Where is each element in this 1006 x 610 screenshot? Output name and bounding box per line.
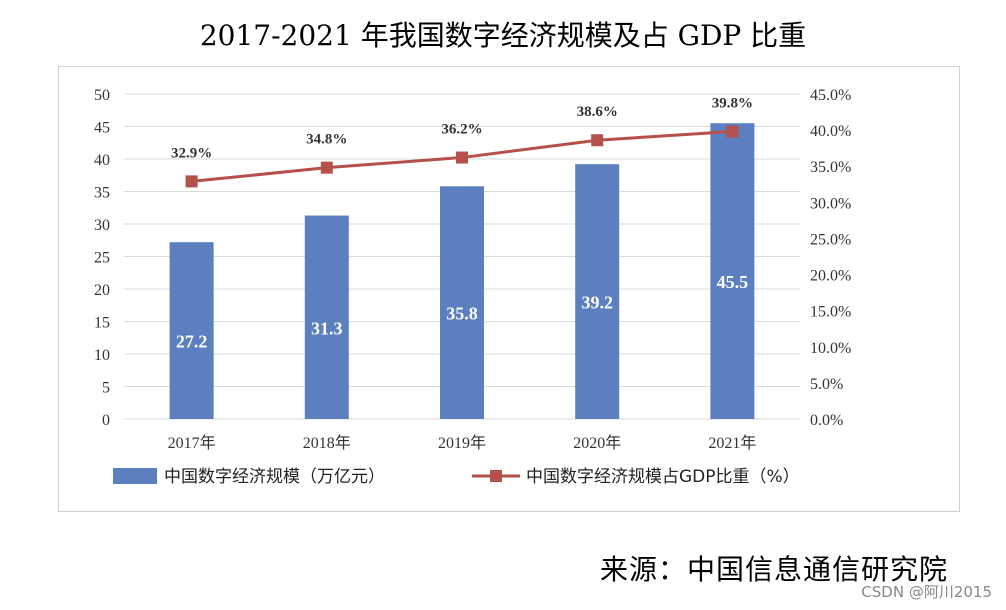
line-data-label: 36.2%	[441, 122, 482, 138]
line-point-marker	[591, 134, 604, 147]
line-data-label: 32.9%	[171, 145, 212, 161]
right-axis-ticks: 0.0% 5.0% 10.0% 15.0% 20.0% 25.0% 30.0% 35.0% 40…	[810, 87, 851, 429]
x-axis-tick-label: 2021年	[708, 434, 756, 452]
left-axis-tick-label: 30	[94, 217, 110, 234]
right-axis-tick-label: 5.0%	[810, 376, 843, 393]
left-axis-tick-label: 50	[94, 87, 110, 104]
x-axis-tick-label: 2018年	[303, 434, 351, 452]
right-axis-tick-label: 35.0%	[810, 159, 851, 176]
bar-series: 27.2 31.3 35.8 39.2 45.5	[169, 123, 755, 419]
line-point-marker	[456, 151, 468, 164]
left-axis-tick-label: 40	[94, 152, 110, 169]
bar-data-label: 39.2	[581, 293, 613, 313]
line-data-label: 39.8%	[712, 96, 753, 112]
bar-data-label: 31.3	[311, 318, 343, 338]
legend-label-bar: 中国数字经济规模（万亿元）	[164, 467, 385, 487]
right-axis-tick-label: 0.0%	[810, 412, 843, 429]
source-note: 来源：中国信息通信研究院	[599, 553, 948, 586]
line-data-label: 34.8%	[306, 132, 347, 148]
left-axis-tick-label: 25	[94, 250, 110, 267]
x-axis-tick-label: 2020年	[573, 434, 621, 452]
right-axis-tick-label: 25.0%	[810, 231, 851, 248]
chart-title: 2017-2021 年我国数字经济规模及占 GDP 比重	[199, 19, 807, 52]
line-point-marker	[726, 125, 739, 138]
bar	[169, 242, 214, 419]
left-axis-tick-label: 0	[102, 412, 110, 429]
bar-data-label: 35.8	[446, 304, 478, 324]
left-axis-tick-label: 10	[94, 347, 110, 364]
x-axis-tick-label: 2017年	[168, 434, 216, 452]
right-axis-tick-label: 10.0%	[810, 340, 851, 357]
bar	[575, 164, 620, 419]
legend-swatch-bar	[113, 468, 157, 484]
right-axis-tick-label: 15.0%	[810, 304, 851, 321]
right-axis-tick-label: 30.0%	[810, 195, 851, 212]
right-axis-tick-label: 20.0%	[810, 268, 851, 285]
left-axis-tick-label: 20	[94, 282, 110, 299]
line-point-marker	[320, 161, 333, 174]
right-axis-tick-label: 40.0%	[810, 123, 851, 140]
legend-label-line: 中国数字经济规模占GDP比重（%）	[526, 467, 800, 487]
x-axis-tick-label: 2019年	[438, 434, 486, 452]
bar	[440, 186, 484, 419]
bar	[710, 123, 755, 419]
left-axis-tick-label: 5	[102, 380, 110, 397]
left-axis-tick-label: 15	[94, 315, 110, 332]
line-point-marker	[185, 175, 198, 188]
legend-swatch-marker	[490, 470, 502, 482]
watermark: CSDN @阿川2015	[861, 583, 992, 601]
line-series: 32.9% 34.8% 36.2% 38.6% 39.8%	[171, 96, 753, 188]
left-axis-ticks: 0 5 10 15 20 25 30 35 40 45 50	[94, 87, 110, 429]
left-axis-tick-label: 45	[94, 120, 110, 137]
bar	[304, 215, 349, 419]
x-axis-ticks: 2017年 2018年 2019年 2020年 2021年	[168, 434, 757, 452]
left-axis-tick-label: 35	[94, 185, 110, 202]
legend: 中国数字经济规模（万亿元） 中国数字经济规模占GDP比重（%）	[113, 467, 800, 487]
line-data-label: 38.6%	[577, 104, 618, 120]
bar-data-label: 45.5	[717, 272, 749, 292]
bar-data-label: 27.2	[176, 332, 208, 352]
right-axis-tick-label: 45.0%	[810, 87, 851, 104]
